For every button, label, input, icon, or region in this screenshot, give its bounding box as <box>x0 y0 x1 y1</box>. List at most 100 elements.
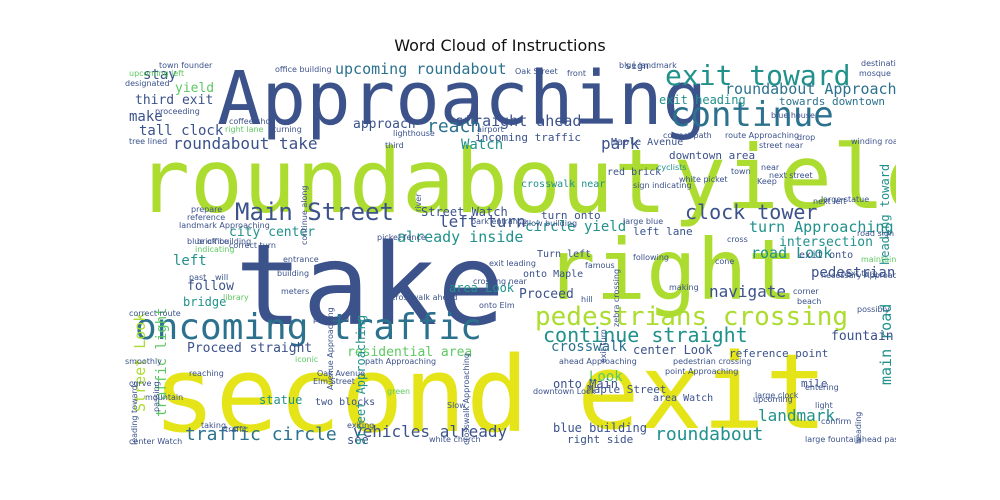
cloud-word: cyclists <box>657 163 687 172</box>
cloud-word: cone <box>715 257 735 266</box>
cloud-word: reference point <box>729 347 829 360</box>
cloud-word: crossing near <box>473 277 527 286</box>
cloud-word: yield <box>175 81 215 96</box>
cloud-word: proceeding <box>155 107 200 116</box>
cloud-word: Street Watch <box>421 205 508 219</box>
cloud-word: upcoming roundabout <box>335 60 507 78</box>
cloud-word: right side <box>567 433 634 446</box>
cloud-word: front <box>567 69 587 78</box>
cloud-word: town founder <box>159 61 213 70</box>
cloud-word: Turn left <box>537 249 592 260</box>
cloud-word: landmark Approaching <box>179 221 270 230</box>
cloud-word: pedestrians crossing <box>535 302 849 332</box>
cloud-word: white picket <box>679 175 728 184</box>
cloud-word: incoming traffic <box>475 131 581 144</box>
cloud-word: zebra crossing <box>612 269 621 328</box>
cloud-word: park entrance <box>471 217 528 226</box>
cloud-word: designated <box>125 79 170 88</box>
cloud-word: reference <box>187 213 226 222</box>
cloud-word: lighthouse <box>393 129 435 138</box>
cloud-word: onto Main <box>553 377 619 391</box>
cloud-word: prepared <box>313 315 350 324</box>
cloud-word: ahead past <box>857 435 896 444</box>
cloud-word: blue office <box>187 237 229 246</box>
cloud-word: correct path <box>663 131 712 140</box>
cloud-word: pedestrian crossing <box>673 357 752 366</box>
cloud-word: blue house <box>771 111 815 120</box>
cloud-word: beach <box>797 297 822 306</box>
cloud-word: crosswalk Approaching <box>462 353 471 445</box>
cloud-word: large blue <box>623 217 664 226</box>
cloud-word: sign <box>625 61 650 72</box>
cloud-word: indicating <box>195 245 235 254</box>
cloud-word: prepare <box>191 205 223 214</box>
cloud-word: traffic <box>225 425 249 434</box>
cloud-word: destination <box>861 60 896 68</box>
cloud-word: Elm Street <box>313 377 355 386</box>
cloud-word: route Approaching <box>725 131 800 140</box>
cloud-word: navigate <box>709 282 787 301</box>
cloud-word: third exit <box>135 93 214 108</box>
cloud-word: crosswalk <box>551 339 627 355</box>
cloud-word: make <box>129 109 163 125</box>
cloud-word: building <box>277 269 310 278</box>
cloud-word: left lane <box>633 225 693 238</box>
cloud-word: Proceed straight <box>187 341 313 356</box>
cloud-word: center Look <box>633 343 713 357</box>
cloud-word: left turn <box>439 212 526 231</box>
cloud-word: picket fence <box>377 233 426 242</box>
chart-title: Word Cloud of Instructions <box>394 36 606 55</box>
cloud-word: street near <box>759 141 804 150</box>
cloud-word: iconic <box>295 355 319 364</box>
cloud-word: entrance <box>283 255 319 264</box>
cloud-word: exiting <box>347 421 375 430</box>
cloud-word: green <box>387 387 411 396</box>
cloud-word: Maple Street <box>587 383 667 396</box>
cloud-word: clock tower <box>685 200 818 224</box>
cloud-word: stay <box>143 67 177 83</box>
cloud-word: continue along <box>300 185 309 246</box>
cloud-word: large clock <box>755 391 799 400</box>
cloud-word: tree lined <box>129 137 168 146</box>
cloud-word: Approaching <box>217 60 708 142</box>
cloud-word: large statue <box>821 195 870 204</box>
cloud-word: past <box>189 273 207 282</box>
cloud-word: crosswalk near <box>521 179 606 190</box>
cloud-word: second <box>153 334 529 447</box>
cloud-word: yellow building <box>517 219 578 228</box>
cloud-word: smoothly <box>125 357 162 366</box>
cloud-word: Watch <box>461 137 504 153</box>
cloud-word: Oak Avenue <box>317 369 366 378</box>
cloud-word: ahead Approaching <box>559 357 637 366</box>
cloud-word: upcoming <box>753 395 793 404</box>
cloud-word: approach <box>353 117 416 132</box>
cloud-word: heading toward <box>878 163 892 265</box>
cloud-word: follow <box>187 279 234 294</box>
cloud-word: winding road <box>851 137 896 146</box>
cloud-word: exit turn <box>599 329 608 364</box>
cloud-word: taking <box>201 421 227 430</box>
cloud-word: Oak Street <box>515 67 558 76</box>
cloud-word: reach <box>427 116 482 137</box>
cloud-word: meters <box>281 287 310 296</box>
cloud-word: intersection <box>779 235 873 250</box>
cloud-word: see <box>347 433 369 447</box>
cloud-word: onto Elm <box>479 301 515 310</box>
cloud-word: turn Approaching <box>749 218 894 236</box>
cloud-word: Main Street <box>235 198 394 226</box>
cloud-word: corner <box>793 287 819 296</box>
cloud-word: towards downtown <box>779 95 885 108</box>
cloud-word: roundabout Approaching <box>725 80 896 98</box>
cloud-word: confirm <box>821 417 852 426</box>
cloud-word: straight ahead <box>455 112 582 130</box>
cloud-word: downtown Look <box>533 387 596 396</box>
cloud-word: two blocks <box>315 397 376 408</box>
cloud-word: city center <box>229 225 316 240</box>
cloud-word: turn onto <box>541 209 601 222</box>
cloud-word: right <box>545 221 798 319</box>
cloud-word: road Look <box>751 244 833 262</box>
cloud-word: yield <box>673 126 896 229</box>
cloud-word: park <box>601 134 640 153</box>
cloud-word: turning <box>273 125 302 134</box>
cloud-word: Proceed <box>519 287 574 302</box>
